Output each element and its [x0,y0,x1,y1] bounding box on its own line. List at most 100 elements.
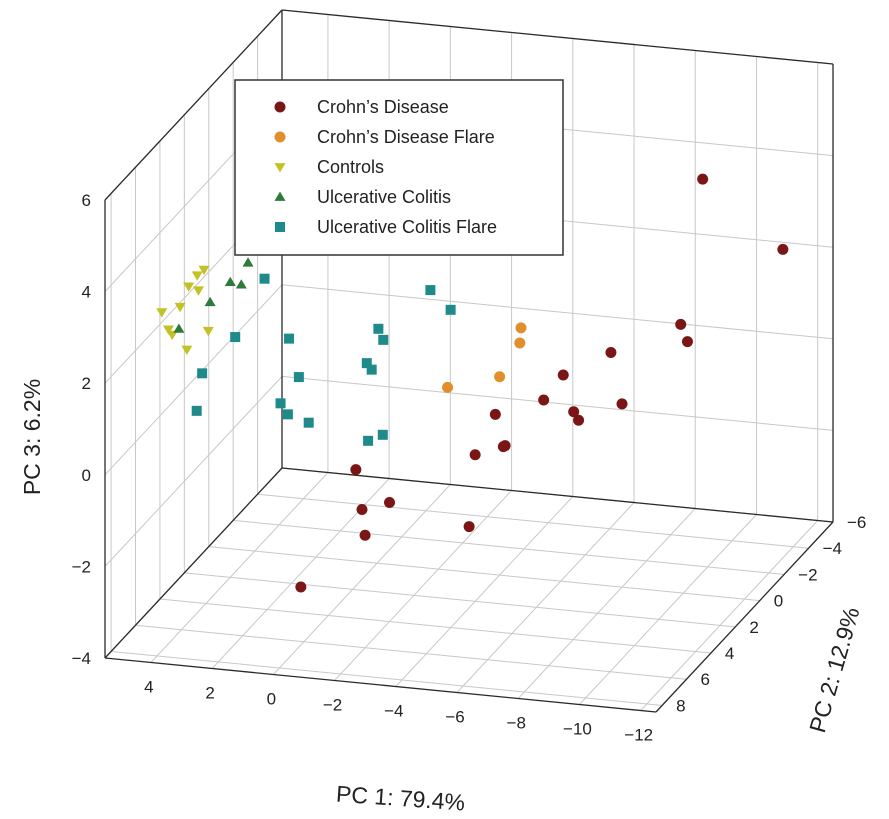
data-point [173,323,185,333]
data-point [777,243,789,255]
pane-edge [281,467,834,523]
grid-line [395,496,574,687]
x-axis-title: PC 1: 79.4% [335,781,466,816]
data-point [163,325,175,335]
x-tick-label: −10 [563,720,592,739]
grid-line [281,284,834,340]
grid-line [159,598,711,654]
data-point [293,372,304,383]
data-point [275,398,286,409]
data-point [377,429,388,440]
data-point [295,581,307,593]
grid-line [272,484,451,675]
data-point [224,276,236,287]
data-point [284,333,295,344]
y-tick-label: 6 [701,670,710,689]
y-tick-label: −2 [798,565,817,584]
x-tick-label: −8 [507,714,526,733]
z-tick-label: −4 [72,649,91,668]
data-point [616,398,628,410]
x-tick-label: −4 [384,702,403,721]
y-axis-title: PC 2: 12.9% [804,604,865,735]
data-point [538,394,550,406]
data-point [274,163,286,173]
x-tick-label: −2 [323,696,342,715]
z-axis-title: PC 3: 6.2% [19,379,45,495]
data-point [303,417,314,428]
data-point [442,381,454,393]
data-point [361,358,372,369]
data-point [359,529,371,541]
data-point [463,521,475,533]
pane-edge [104,467,283,659]
data-point [197,368,208,379]
data-point [568,406,580,418]
pane-edge [281,9,834,65]
data-point [363,435,374,446]
z-tick-label: 0 [82,466,91,485]
x-tick-label: 0 [267,690,276,709]
data-point [192,286,204,296]
data-point [675,318,687,330]
legend-label: Controls [317,157,384,177]
data-point [681,336,693,348]
data-point [191,405,202,416]
data-point [274,131,286,143]
legend-label: Ulcerative Colitis [317,187,451,207]
grid-line [281,375,834,431]
x-tick-label: 4 [144,678,153,697]
y-tick-label: −4 [823,539,842,558]
data-point [350,464,362,476]
data-point [282,409,293,420]
data-point [378,334,389,345]
data-point [384,496,396,508]
pane-edge [104,657,657,713]
data-point [191,271,203,281]
z-tick-label: 2 [82,374,91,393]
data-point [514,337,526,349]
legend-label: Ulcerative Colitis Flare [317,217,497,237]
x-tick-label: −6 [445,708,464,727]
grid-line [111,650,663,706]
x-tick-label: 2 [205,684,214,703]
y-tick-label: −6 [847,513,866,532]
data-point [366,364,377,375]
pane-edge [104,9,283,201]
data-point [242,257,254,267]
grid-line [456,502,635,693]
grid-line [150,472,329,663]
data-point [425,285,436,296]
data-point [275,222,285,232]
data-point [230,332,241,343]
data-point [515,322,527,334]
grid-line [104,284,283,476]
data-point [489,408,501,420]
legend: Crohn’s Disease Crohn’s Disease Flare Cont… [234,79,564,256]
data-point [697,173,709,185]
z-tick-label: −2 [72,557,91,576]
grid-line [233,519,785,575]
z-tick-label: 4 [82,283,91,302]
data-point [445,304,456,315]
data-point [605,346,617,358]
data-point [202,326,214,337]
grid-line [184,572,736,628]
grid-line [104,376,283,567]
legend-label: Crohn’s Disease Flare [317,127,495,147]
data-point [274,191,286,201]
grid-line [208,546,760,602]
grid-line [579,514,757,705]
data-point [204,296,216,307]
pane-edge [655,521,834,713]
grid-line [334,490,512,681]
data-point [469,449,481,461]
data-point [174,302,186,313]
data-point [274,101,286,113]
data-point [235,279,247,289]
y-tick-label: 2 [749,618,758,637]
data-point [497,441,509,453]
legend-label: Crohn’s Disease [317,97,449,117]
